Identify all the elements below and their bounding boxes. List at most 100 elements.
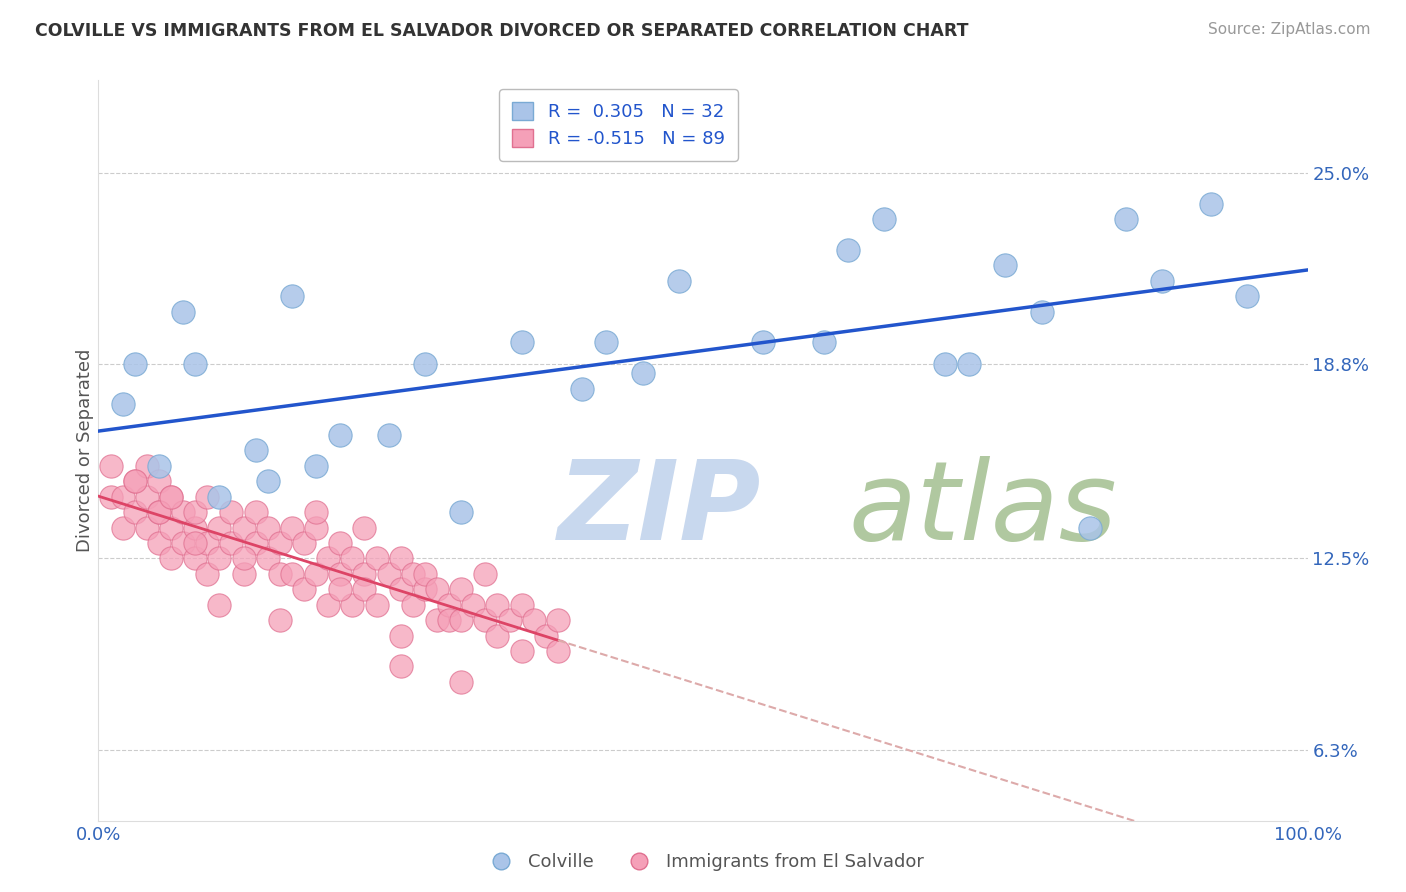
Point — [111, 490, 134, 504]
Legend: R =  0.305   N = 32, R = -0.515   N = 89: R = 0.305 N = 32, R = -0.515 N = 89 — [499, 89, 738, 161]
Legend: Colville, Immigrants from El Salvador: Colville, Immigrants from El Salvador — [475, 847, 931, 879]
Point — [184, 357, 207, 371]
Point — [413, 582, 436, 597]
Point — [124, 475, 146, 489]
Point — [124, 505, 146, 519]
Point — [1199, 196, 1222, 211]
Point — [305, 505, 328, 519]
Point — [269, 566, 291, 581]
Point — [413, 357, 436, 371]
Point — [377, 566, 399, 581]
Point — [195, 536, 218, 550]
Point — [426, 582, 449, 597]
Point — [402, 566, 425, 581]
Point — [389, 551, 412, 566]
Point — [389, 628, 412, 642]
Point — [752, 335, 775, 350]
Point — [474, 613, 496, 627]
Point — [232, 566, 254, 581]
Point — [547, 613, 569, 627]
Point — [172, 304, 194, 318]
Point — [342, 551, 364, 566]
Point — [172, 505, 194, 519]
Point — [1031, 304, 1053, 318]
Point — [316, 598, 339, 612]
Point — [437, 598, 460, 612]
Point — [148, 505, 170, 519]
Point — [256, 475, 278, 489]
Point — [305, 458, 328, 473]
Text: COLVILLE VS IMMIGRANTS FROM EL SALVADOR DIVORCED OR SEPARATED CORRELATION CHART: COLVILLE VS IMMIGRANTS FROM EL SALVADOR … — [35, 22, 969, 40]
Point — [934, 357, 956, 371]
Point — [172, 536, 194, 550]
Point — [269, 613, 291, 627]
Point — [195, 566, 218, 581]
Text: atlas: atlas — [848, 456, 1116, 563]
Point — [256, 520, 278, 534]
Point — [837, 243, 859, 257]
Point — [221, 536, 243, 550]
Point — [245, 443, 267, 458]
Point — [316, 551, 339, 566]
Point — [208, 520, 231, 534]
Point — [413, 566, 436, 581]
Point — [873, 212, 896, 227]
Point — [100, 458, 122, 473]
Point — [377, 428, 399, 442]
Point — [221, 505, 243, 519]
Point — [160, 551, 183, 566]
Point — [329, 582, 352, 597]
Point — [486, 598, 509, 612]
Point — [111, 520, 134, 534]
Point — [148, 505, 170, 519]
Point — [160, 490, 183, 504]
Point — [668, 274, 690, 288]
Point — [534, 628, 557, 642]
Point — [208, 598, 231, 612]
Point — [353, 582, 375, 597]
Point — [547, 644, 569, 658]
Point — [281, 520, 304, 534]
Point — [366, 551, 388, 566]
Point — [450, 613, 472, 627]
Point — [124, 475, 146, 489]
Point — [281, 289, 304, 303]
Point — [135, 458, 157, 473]
Point — [208, 490, 231, 504]
Point — [510, 644, 533, 658]
Point — [486, 628, 509, 642]
Point — [135, 490, 157, 504]
Point — [195, 490, 218, 504]
Point — [450, 674, 472, 689]
Text: Source: ZipAtlas.com: Source: ZipAtlas.com — [1208, 22, 1371, 37]
Point — [1078, 520, 1101, 534]
Point — [342, 598, 364, 612]
Point — [994, 259, 1017, 273]
Point — [281, 566, 304, 581]
Point — [256, 551, 278, 566]
Point — [184, 536, 207, 550]
Point — [389, 582, 412, 597]
Point — [184, 505, 207, 519]
Point — [510, 335, 533, 350]
Point — [366, 598, 388, 612]
Point — [208, 551, 231, 566]
Point — [450, 582, 472, 597]
Point — [437, 613, 460, 627]
Point — [353, 520, 375, 534]
Point — [232, 551, 254, 566]
Point — [813, 335, 835, 350]
Point — [426, 613, 449, 627]
Point — [595, 335, 617, 350]
Point — [148, 458, 170, 473]
Point — [160, 520, 183, 534]
Point — [148, 475, 170, 489]
Point — [292, 582, 315, 597]
Point — [305, 520, 328, 534]
Point — [269, 536, 291, 550]
Point — [450, 505, 472, 519]
Point — [571, 382, 593, 396]
Point — [353, 566, 375, 581]
Point — [463, 598, 485, 612]
Point — [100, 490, 122, 504]
